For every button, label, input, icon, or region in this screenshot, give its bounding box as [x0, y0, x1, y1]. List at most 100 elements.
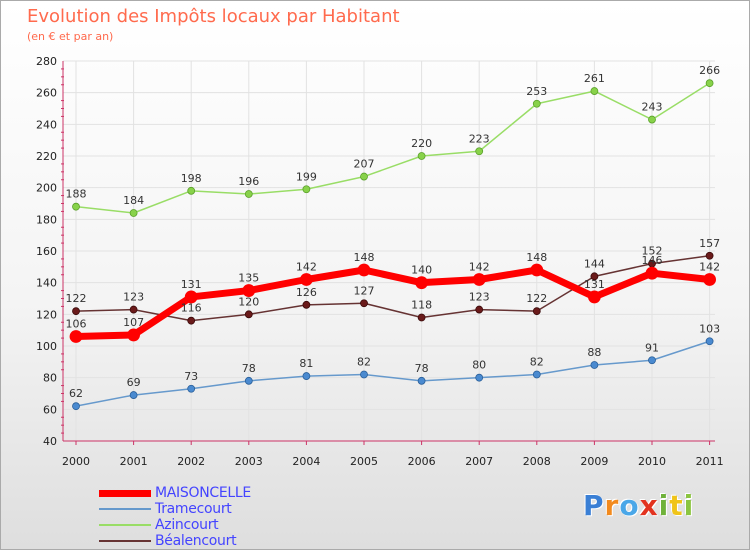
data-label-azincourt: 188 — [66, 188, 87, 201]
data-point-tramecourt — [187, 384, 196, 393]
series-line-tramecourt — [75, 340, 710, 407]
data-label-tramecourt: 81 — [299, 357, 313, 370]
y-tick-label: 80 — [43, 372, 57, 385]
data-point-maisoncelle — [127, 328, 141, 342]
data-point-tramecourt — [302, 372, 311, 380]
logo-letter: P — [583, 489, 605, 522]
data-label-maisoncelle: 106 — [66, 318, 87, 331]
data-point-maisoncelle — [588, 290, 601, 304]
data-label-tramecourt: 78 — [242, 362, 256, 375]
data-label-tramecourt: 91 — [645, 341, 659, 354]
data-point-bealencourt — [244, 310, 253, 319]
legend-swatch — [99, 490, 151, 497]
data-label-azincourt: 253 — [526, 85, 547, 98]
legend-label: Béalencourt — [155, 533, 237, 549]
data-label-maisoncelle: 135 — [238, 272, 259, 285]
logo-letter: r — [604, 489, 620, 522]
data-label-azincourt: 266 — [699, 64, 720, 77]
data-point-bealencourt — [532, 307, 541, 316]
legend-swatch — [99, 540, 151, 542]
data-point-azincourt — [360, 172, 368, 181]
series-lines — [69, 79, 716, 411]
data-point-bealencourt — [475, 305, 484, 314]
data-label-bealencourt: 152 — [642, 245, 663, 258]
axes: 40 60 80 100 120 140 160 180 200 220 240 260 280 2000… — [36, 55, 724, 468]
data-label-bealencourt: 122 — [526, 292, 547, 305]
data-label-maisoncelle: 140 — [411, 264, 432, 277]
data-label-bealencourt: 157 — [699, 237, 720, 250]
data-label-tramecourt: 88 — [587, 346, 601, 359]
data-point-azincourt — [590, 87, 599, 95]
data-point-tramecourt — [705, 337, 714, 346]
data-point-bealencourt — [705, 251, 714, 260]
x-tick-label: 2000 — [62, 455, 90, 468]
data-label-maisoncelle: 142 — [469, 261, 490, 274]
data-point-maisoncelle — [69, 330, 83, 343]
data-label-tramecourt: 80 — [472, 359, 486, 372]
data-label-maisoncelle: 148 — [354, 251, 375, 264]
x-tick-label: 2002 — [177, 455, 205, 468]
data-point-maisoncelle — [530, 263, 544, 277]
y-tick-label: 200 — [36, 182, 57, 195]
logo-letter: i — [658, 489, 670, 522]
y-tick-label: 180 — [36, 213, 57, 226]
data-point-tramecourt — [72, 402, 80, 411]
data-point-maisoncelle — [415, 276, 429, 290]
logo-letter: t — [669, 489, 684, 522]
x-tick-label: 2011 — [696, 455, 724, 468]
data-point-azincourt — [129, 209, 138, 217]
data-label-bealencourt: 118 — [411, 299, 432, 312]
data-point-maisoncelle — [299, 273, 313, 286]
data-label-azincourt: 199 — [296, 170, 317, 183]
data-point-tramecourt — [244, 376, 253, 385]
data-label-maisoncelle: 131 — [181, 278, 202, 291]
data-label-azincourt: 243 — [642, 101, 663, 114]
data-label-azincourt: 223 — [469, 132, 490, 145]
data-point-bealencourt — [360, 299, 368, 308]
grid-lines — [63, 60, 715, 442]
legend-label: Azincourt — [155, 517, 219, 533]
y-tick-label: 280 — [36, 55, 57, 68]
y-tick-label: 160 — [36, 245, 57, 258]
chart-subtitle: (en € et par an) — [27, 30, 114, 43]
series-line-azincourt — [75, 82, 711, 214]
series-line-maisoncelle — [75, 266, 710, 340]
legend-swatch — [99, 508, 151, 510]
data-point-tramecourt — [417, 376, 426, 385]
data-label-azincourt: 196 — [238, 175, 259, 188]
proxiti-logo: Proxiti — [583, 489, 694, 522]
data-label-azincourt: 207 — [354, 158, 375, 171]
data-point-maisoncelle — [242, 284, 256, 297]
x-tick-label: 2006 — [408, 455, 436, 468]
legend-label: Tramecourt — [155, 501, 232, 517]
x-tick-label: 2010 — [638, 455, 666, 468]
data-point-tramecourt — [360, 370, 368, 379]
data-label-tramecourt: 82 — [530, 356, 544, 369]
data-point-azincourt — [72, 202, 80, 211]
data-label-tramecourt: 62 — [69, 387, 83, 400]
data-label-maisoncelle: 146 — [642, 254, 663, 267]
x-tick-label: 2009 — [580, 455, 608, 468]
x-tick-label: 2008 — [523, 455, 551, 468]
data-label-bealencourt: 116 — [181, 302, 202, 315]
data-label-maisoncelle: 142 — [296, 261, 317, 274]
data-point-bealencourt — [72, 307, 80, 316]
data-point-azincourt — [532, 99, 541, 108]
data-label-maisoncelle: 148 — [526, 251, 547, 264]
data-labels: 106 107 131 135 142 148 140 142 148 131 146 142 62 69… — [66, 64, 721, 400]
series-line-bealencourt — [75, 255, 710, 322]
data-point-tramecourt — [590, 361, 599, 369]
data-point-azincourt — [648, 115, 656, 124]
data-label-azincourt: 220 — [411, 137, 432, 150]
data-point-tramecourt — [648, 356, 656, 365]
data-label-tramecourt: 69 — [127, 376, 141, 389]
data-label-bealencourt: 122 — [66, 292, 87, 305]
data-label-azincourt: 184 — [123, 194, 144, 207]
data-point-azincourt — [187, 186, 196, 195]
data-point-bealencourt — [187, 316, 196, 325]
y-tick-label: 260 — [36, 87, 57, 100]
x-tick-label: 2007 — [465, 455, 493, 468]
data-point-maisoncelle — [645, 266, 659, 280]
legend-swatch — [99, 524, 151, 526]
x-tick-label: 2001 — [120, 455, 148, 468]
